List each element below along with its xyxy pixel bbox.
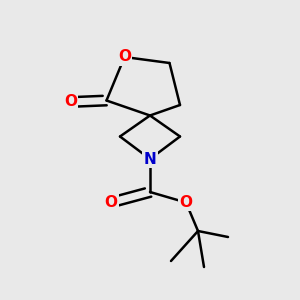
- Text: O: O: [64, 94, 77, 110]
- Text: O: O: [179, 195, 193, 210]
- Text: O: O: [104, 195, 118, 210]
- Text: N: N: [144, 152, 156, 166]
- Text: O: O: [118, 50, 131, 64]
